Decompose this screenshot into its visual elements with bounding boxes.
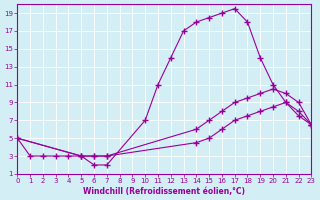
- X-axis label: Windchill (Refroidissement éolien,°C): Windchill (Refroidissement éolien,°C): [84, 187, 245, 196]
